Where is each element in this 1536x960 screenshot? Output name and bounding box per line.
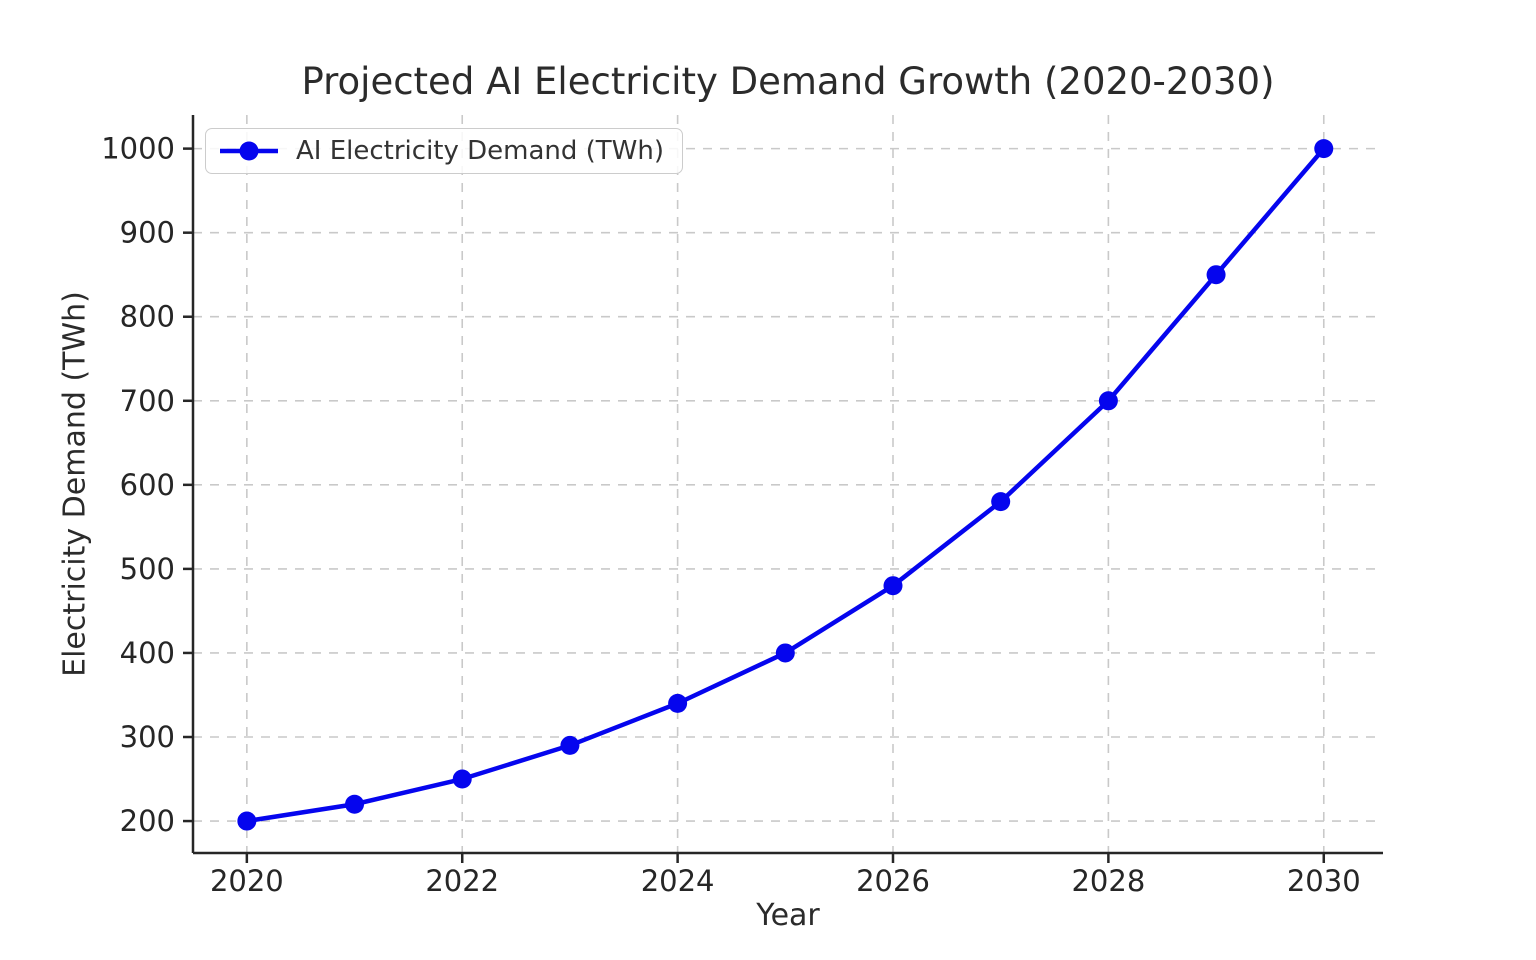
- data-point: [452, 769, 472, 789]
- x-tick-label: 2026: [856, 864, 930, 898]
- x-tick-label: 2022: [425, 864, 499, 898]
- y-tick-label: 800: [120, 300, 175, 334]
- data-point: [991, 492, 1011, 512]
- x-tick-label: 2024: [641, 864, 715, 898]
- y-tick-label: 1000: [101, 132, 175, 166]
- y-tick-label: 400: [120, 636, 175, 670]
- y-tick-label: 500: [120, 552, 175, 586]
- y-tick-label: 200: [120, 804, 175, 838]
- data-point: [560, 735, 580, 755]
- y-tick-label: 300: [120, 720, 175, 754]
- chart-title: Projected AI Electricity Demand Growth (…: [301, 60, 1275, 103]
- y-tick-label: 600: [120, 468, 175, 502]
- data-point: [668, 693, 688, 713]
- data-point: [345, 794, 365, 814]
- data-point: [883, 576, 903, 596]
- data-point: [1314, 139, 1334, 159]
- data-point: [1206, 265, 1226, 285]
- x-tick-label: 2028: [1071, 864, 1145, 898]
- y-tick-label: 900: [120, 216, 175, 250]
- legend-entry-label: AI Electricity Demand (TWh): [296, 136, 665, 166]
- legend-marker-icon: [220, 141, 278, 161]
- y-tick-label: 700: [120, 384, 175, 418]
- x-tick-label: 2030: [1287, 864, 1361, 898]
- data-point: [775, 643, 795, 663]
- data-point: [1098, 391, 1118, 411]
- x-tick-label: 2020: [210, 864, 284, 898]
- data-point: [237, 811, 257, 831]
- y-axis-label: Electricity Demand (TWh): [57, 291, 93, 677]
- x-axis-label: Year: [756, 898, 820, 933]
- legend: AI Electricity Demand (TWh): [205, 128, 684, 174]
